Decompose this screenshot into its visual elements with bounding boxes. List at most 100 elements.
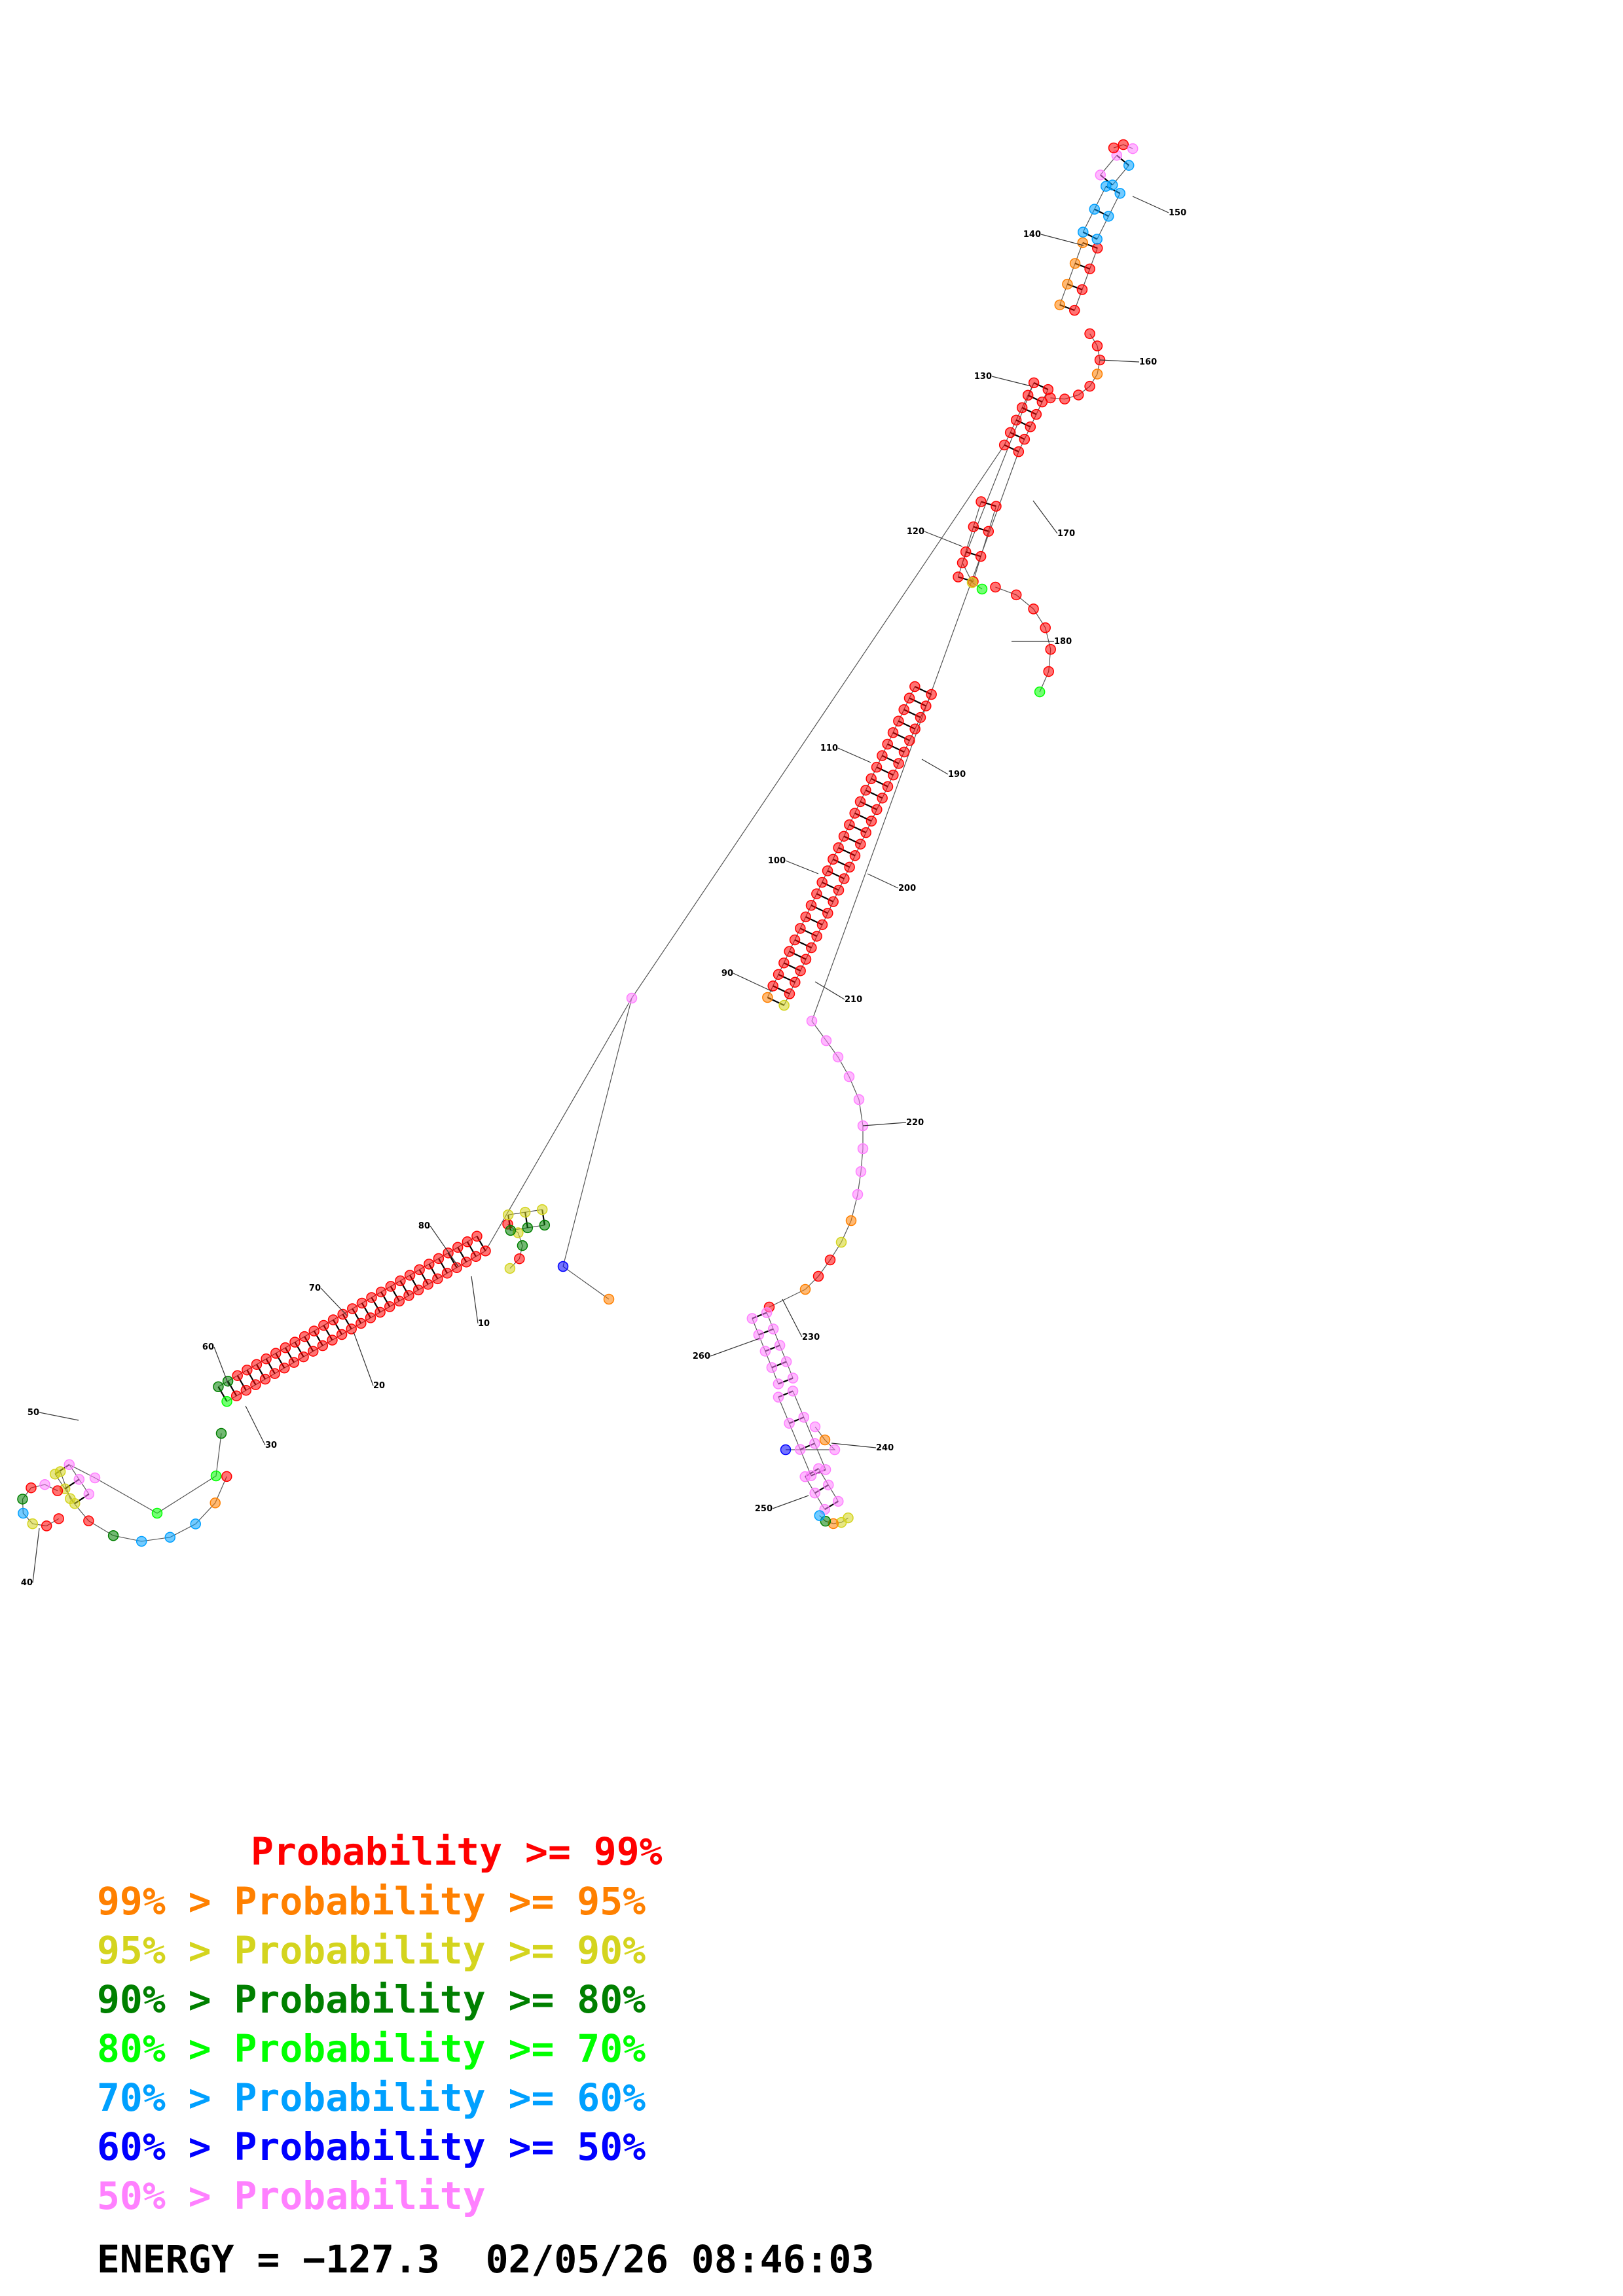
nucleotide-node bbox=[1091, 368, 1103, 380]
nucleotide-node bbox=[1019, 433, 1030, 445]
nucleotide-node bbox=[230, 1390, 242, 1401]
nucleotide-node bbox=[151, 1507, 163, 1519]
nucleotide-node bbox=[451, 1262, 462, 1274]
position-tick bbox=[772, 1495, 809, 1509]
legend-text: Probability >= 80% bbox=[234, 1977, 646, 2022]
nucleotide-node bbox=[1084, 328, 1095, 340]
nucleotide-node bbox=[517, 1240, 528, 1251]
nucleotide-node bbox=[1043, 666, 1054, 677]
position-label: 250 bbox=[755, 1504, 773, 1514]
position-label: 170 bbox=[1057, 529, 1075, 539]
nucleotide-node bbox=[762, 992, 773, 1003]
nucleotide-node bbox=[89, 1472, 101, 1484]
position-label: 20 bbox=[373, 1381, 385, 1391]
position-tick bbox=[991, 376, 1032, 387]
nucleotide-node bbox=[909, 681, 921, 692]
backbone-segment bbox=[562, 1266, 610, 1300]
nucleotide-node bbox=[250, 1379, 261, 1390]
nucleotide-node bbox=[806, 942, 817, 954]
position-tick bbox=[353, 1331, 374, 1386]
nucleotide-node bbox=[1108, 142, 1120, 154]
nucleotide-node bbox=[866, 773, 877, 784]
nucleotide-node bbox=[844, 861, 855, 873]
backbone-segment bbox=[562, 997, 632, 1267]
nucleotide-node bbox=[251, 1359, 263, 1370]
legend-prefix: 60% > bbox=[97, 2125, 234, 2169]
legend-prefix: 99% > bbox=[97, 1879, 234, 1924]
nucleotide-node bbox=[384, 1301, 395, 1312]
nucleotide-node bbox=[953, 571, 964, 583]
nucleotide-node bbox=[422, 1279, 434, 1290]
nucleotide-node bbox=[1004, 427, 1016, 439]
nucleotide-node bbox=[471, 1230, 483, 1242]
nucleotide-node bbox=[866, 816, 877, 827]
nucleotide-node bbox=[1028, 377, 1040, 389]
position-label: 160 bbox=[1139, 357, 1157, 367]
legend-text: Probability >= 60% bbox=[234, 2075, 646, 2120]
nucleotide-node bbox=[1045, 392, 1056, 404]
nucleotide-node bbox=[1078, 226, 1089, 238]
nucleotides bbox=[17, 139, 1139, 1547]
nucleotide-node bbox=[778, 999, 790, 1011]
nucleotide-node bbox=[871, 761, 883, 773]
nucleotide-node bbox=[27, 1518, 39, 1530]
backbone-segment bbox=[995, 586, 1051, 692]
position-tick bbox=[733, 973, 773, 992]
nucleotide-node bbox=[819, 1434, 831, 1446]
legend-text: Probability bbox=[234, 2174, 486, 2218]
nucleotide-node bbox=[1092, 242, 1103, 254]
nucleotide-node bbox=[83, 1488, 95, 1500]
position-label: 130 bbox=[974, 372, 992, 382]
position-tick bbox=[837, 747, 871, 763]
nucleotide-node bbox=[307, 1346, 319, 1357]
nucleotide-node bbox=[318, 1319, 329, 1331]
nucleotide-node bbox=[813, 1463, 824, 1475]
nucleotide-node bbox=[795, 1444, 806, 1455]
backbone-segment bbox=[94, 1433, 222, 1514]
nucleotide-node bbox=[854, 796, 866, 808]
nucleotide-node bbox=[366, 1292, 377, 1303]
backbone-segment bbox=[769, 1289, 806, 1308]
nucleotide-node bbox=[824, 1254, 836, 1266]
nucleotide-node bbox=[814, 1510, 826, 1521]
position-tick bbox=[32, 1528, 40, 1583]
position-tick bbox=[1099, 359, 1140, 363]
nucleotide-node bbox=[1040, 622, 1051, 634]
nucleotide-node bbox=[855, 838, 866, 850]
nucleotide-node bbox=[816, 876, 828, 888]
nucleotide-node bbox=[259, 1373, 271, 1385]
nucleotide-node bbox=[746, 1313, 758, 1324]
nucleotide-node bbox=[795, 965, 806, 977]
nucleotide-node bbox=[261, 1353, 272, 1365]
nucleotide-node bbox=[1030, 408, 1042, 420]
nucleotide-node bbox=[1025, 421, 1036, 433]
position-tick bbox=[1040, 234, 1084, 246]
energy-footer: ENERGY = −127.3 02/05/26 08:46:03 bbox=[97, 2237, 874, 2282]
nucleotide-node bbox=[461, 1257, 472, 1268]
nucleotide-node bbox=[839, 873, 850, 884]
nucleotide-node bbox=[860, 785, 871, 796]
nucleotide-node bbox=[308, 1325, 320, 1336]
nucleotide-node bbox=[882, 738, 893, 750]
legend-prefix: 95% > bbox=[97, 1928, 234, 1973]
nucleotide-node bbox=[221, 1395, 232, 1407]
nucleotide-node bbox=[1016, 402, 1028, 414]
position-tick bbox=[320, 1287, 348, 1316]
nucleotide-node bbox=[845, 1215, 857, 1227]
nucleotide-node bbox=[337, 1308, 348, 1320]
position-tick bbox=[1032, 500, 1058, 534]
nucleotide-node bbox=[822, 865, 833, 876]
nucleotide-node bbox=[336, 1329, 348, 1340]
nucleotide-node bbox=[210, 1497, 221, 1509]
base-pairs bbox=[54, 154, 1129, 1511]
nucleotide-node bbox=[852, 1189, 864, 1200]
nucleotide-node bbox=[1010, 414, 1022, 426]
nucleotide-node bbox=[1072, 389, 1084, 401]
nucleotide-node bbox=[780, 1356, 792, 1367]
nucleotide-node bbox=[17, 1494, 28, 1505]
legend-prefix: 70% > bbox=[97, 2075, 234, 2120]
nucleotide-node bbox=[799, 1283, 811, 1295]
backbone bbox=[22, 144, 1133, 1542]
nucleotide-node bbox=[829, 1444, 841, 1456]
nucleotide-node bbox=[882, 781, 894, 792]
